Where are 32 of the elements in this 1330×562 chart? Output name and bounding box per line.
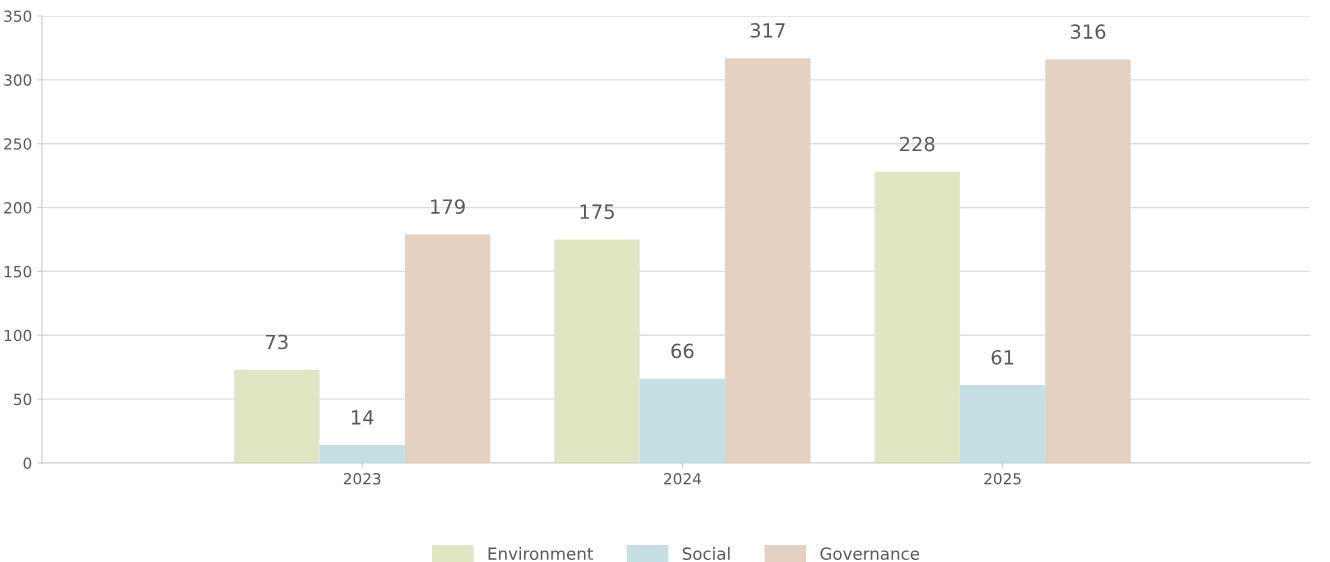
x-tick-label: 2024 (664, 472, 701, 485)
y-tick-label: 50 (14, 393, 32, 406)
data-label: 73 (266, 334, 288, 350)
legend-label: Governance (820, 547, 920, 560)
data-label: 228 (900, 136, 935, 152)
y-tick-label: 150 (4, 265, 32, 278)
y-tick-label: 350 (4, 10, 32, 23)
x-tick-label: 2023 (343, 472, 381, 485)
data-label: 61 (991, 349, 1014, 365)
legend-label: Environment (488, 547, 593, 560)
data-label: 14 (351, 410, 374, 425)
bar (725, 58, 811, 463)
data-label: 175 (580, 204, 614, 220)
y-tick-label: 250 (4, 138, 32, 150)
y-tick-label: 300 (4, 74, 32, 86)
bar (554, 239, 640, 463)
y-tick-label: 0 (23, 457, 32, 470)
data-label: 66 (671, 343, 694, 359)
data-label: 316 (1070, 24, 1106, 39)
bar (1045, 59, 1131, 463)
y-tick-label: 100 (4, 329, 32, 342)
x-tick-label: 2025 (984, 472, 1021, 485)
y-tick-label: 200 (4, 202, 32, 214)
bar (404, 234, 491, 463)
bar (234, 369, 320, 463)
data-label: 317 (750, 23, 785, 38)
bar (319, 445, 405, 463)
bar (874, 171, 960, 463)
legend-label: Social (682, 547, 730, 560)
data-label: 179 (431, 199, 465, 214)
bar (639, 378, 726, 463)
bar (959, 385, 1046, 463)
